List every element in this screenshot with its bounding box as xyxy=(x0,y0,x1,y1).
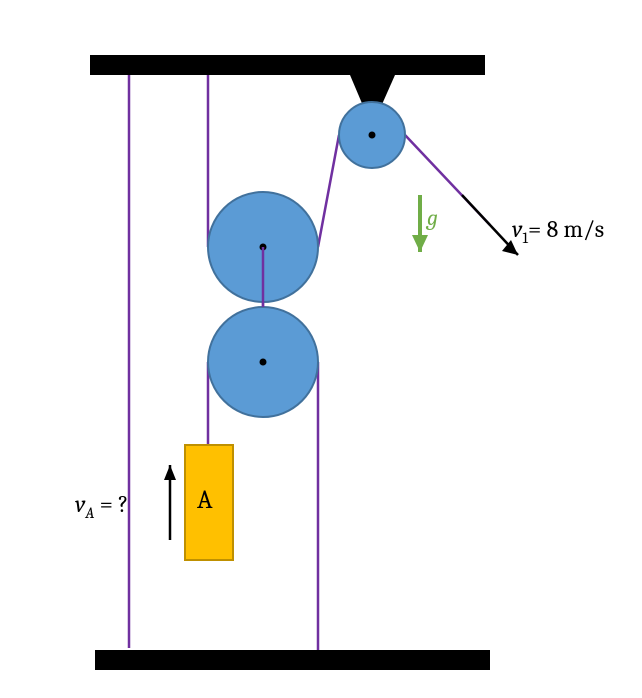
label-g: g xyxy=(427,205,438,231)
arrow-g-head xyxy=(412,235,428,252)
pulley-bottom-axle xyxy=(260,359,267,366)
arrow-va-head xyxy=(164,465,176,480)
bottom-bar xyxy=(95,650,490,670)
pulley-diagram xyxy=(0,0,642,698)
pulley-top-axle xyxy=(369,132,376,139)
label-v1: v1= 8 m/s xyxy=(512,215,604,247)
label-va: vA = ? xyxy=(75,490,128,522)
rope-segment-2 xyxy=(318,135,339,247)
label-block-a: A xyxy=(197,485,213,515)
top-bar xyxy=(90,55,485,75)
